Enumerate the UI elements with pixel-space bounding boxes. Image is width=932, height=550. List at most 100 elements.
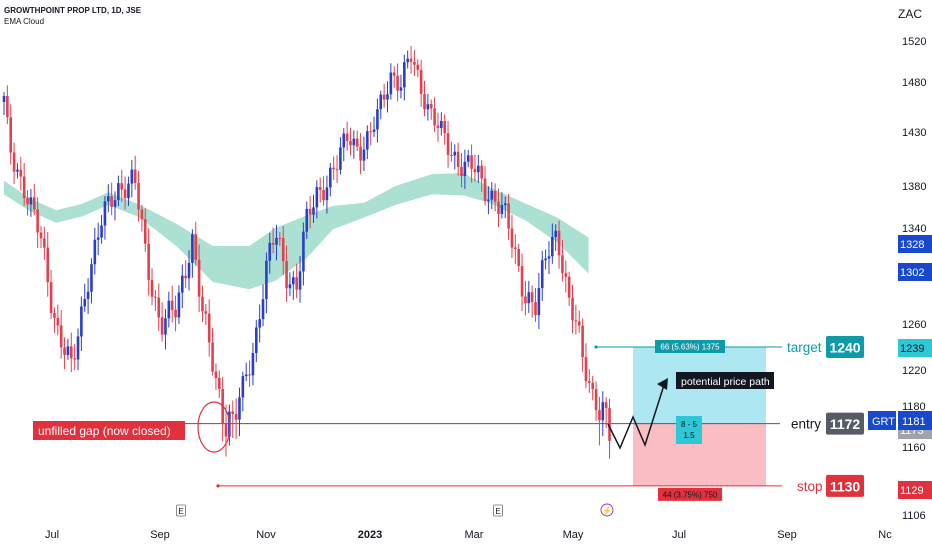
candle-body xyxy=(426,104,430,110)
candle-body xyxy=(574,320,578,322)
candle-body xyxy=(591,382,594,390)
y-tick-label: 1220 xyxy=(902,365,926,377)
candle-body xyxy=(423,93,426,110)
x-tick-label: Mar xyxy=(465,529,484,541)
candle-body xyxy=(349,140,352,146)
candle-body xyxy=(231,411,235,414)
candle-body xyxy=(446,133,450,155)
candle-body xyxy=(524,296,527,304)
candle-body xyxy=(261,299,265,320)
candle-body xyxy=(382,94,386,100)
candle-body xyxy=(551,237,554,257)
candle-body xyxy=(194,234,198,260)
candle-body xyxy=(527,292,531,304)
target-badge xyxy=(826,336,864,358)
dividend-marker-circle xyxy=(600,503,614,517)
candle-body xyxy=(244,374,248,377)
candle-body xyxy=(332,167,335,170)
y-tick-label: 1380 xyxy=(902,181,926,193)
candle-body xyxy=(460,166,463,177)
candle-body xyxy=(110,196,113,207)
candle-body xyxy=(170,300,174,310)
earnings-marker-box xyxy=(493,504,503,517)
y-tick-label: 1480 xyxy=(902,77,926,89)
candle-body xyxy=(16,169,19,172)
stop-stats: 44 (3.75%) 750 xyxy=(663,490,718,499)
candle-body xyxy=(295,277,298,290)
candle-body xyxy=(547,256,551,259)
candle-body xyxy=(63,347,66,355)
candle-body xyxy=(19,169,23,177)
ratio-top: 8 - 5 xyxy=(681,420,698,429)
x-tick-label: Nov xyxy=(256,529,276,541)
candle-body xyxy=(69,346,73,359)
candle-body xyxy=(298,271,302,290)
candle-body xyxy=(248,374,251,376)
candle-body xyxy=(103,201,107,226)
candle-body xyxy=(487,199,490,201)
gap-circle xyxy=(197,401,231,453)
ratio-bottom: 1.5 xyxy=(683,431,695,440)
currency-label: ZAC xyxy=(898,7,922,21)
grt-symbol: GRT xyxy=(872,416,895,428)
candle-body xyxy=(379,94,383,110)
candle-body xyxy=(480,165,483,179)
price-tag-1302: 1302 xyxy=(900,267,924,279)
x-tick-label: Sep xyxy=(777,529,797,541)
candle-body xyxy=(308,208,312,215)
x-tick-label: Sep xyxy=(150,529,170,541)
candle-body xyxy=(133,169,137,183)
candle-body xyxy=(154,296,157,298)
candle-body xyxy=(534,302,537,316)
candle-body xyxy=(530,292,534,303)
symbol-title: GROWTHPOINT PROP LTD, 1D, JSE xyxy=(4,6,142,15)
candle-body xyxy=(278,237,282,239)
candle-body xyxy=(517,248,520,267)
candle-body xyxy=(66,346,70,355)
candle-body xyxy=(598,410,601,421)
candle-body xyxy=(49,282,53,314)
candle-body xyxy=(143,219,147,244)
candle-body xyxy=(386,94,389,100)
price-tag-1328: 1328 xyxy=(900,239,924,251)
candle-body xyxy=(184,275,187,279)
candle-body xyxy=(466,155,470,162)
candle-body xyxy=(53,313,56,318)
candle-body xyxy=(76,336,80,360)
x-tick-label: 2023 xyxy=(358,529,382,541)
candle-body xyxy=(191,234,194,263)
candle-body xyxy=(456,151,460,167)
candle-body xyxy=(362,149,366,161)
candle-body xyxy=(187,262,191,279)
candle-body xyxy=(26,198,29,205)
candle-body xyxy=(406,58,409,63)
candle-body xyxy=(470,155,473,169)
candle-body xyxy=(335,169,339,171)
candle-body xyxy=(90,264,93,292)
candle-body xyxy=(581,325,584,358)
stop-line-anchor xyxy=(216,484,220,488)
candle-body xyxy=(275,237,278,245)
candle-body xyxy=(302,231,305,272)
y-tick-label: 1520 xyxy=(902,36,926,48)
candle-body xyxy=(564,273,568,277)
entry-value: 1172 xyxy=(830,416,861,432)
candle-body xyxy=(503,203,507,206)
candle-body xyxy=(514,247,517,249)
candle-body xyxy=(6,96,9,118)
y-tick-label: 1160 xyxy=(902,442,926,454)
candle-body xyxy=(345,133,349,141)
candle-body xyxy=(36,209,39,233)
candle-body xyxy=(567,276,571,298)
y-tick-label: 1430 xyxy=(902,127,926,139)
candle-body xyxy=(355,138,359,147)
price-tag-1239: 1239 xyxy=(900,343,924,355)
candle-body xyxy=(160,317,164,335)
candle-body xyxy=(164,318,167,335)
candle-body xyxy=(376,109,379,130)
candle-body xyxy=(255,327,258,354)
candle-body xyxy=(22,176,26,199)
candle-body xyxy=(238,397,241,420)
candle-body xyxy=(554,230,557,238)
candle-body xyxy=(56,317,60,326)
